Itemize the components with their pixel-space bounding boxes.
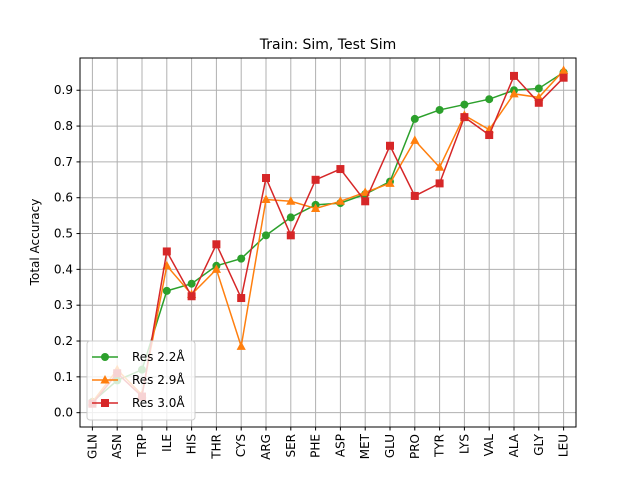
data-point — [286, 196, 296, 205]
y-tick-label: 0.8 — [54, 119, 73, 133]
data-point — [435, 162, 445, 171]
x-tick-label: ASP — [333, 434, 347, 457]
data-point — [460, 113, 469, 122]
x-tick-label: GLU — [383, 434, 397, 458]
data-point — [410, 135, 420, 144]
legend-box — [86, 340, 196, 421]
data-point — [435, 105, 444, 114]
data-point — [237, 254, 246, 263]
y-axis-label: Total Accuracy — [28, 199, 42, 287]
legend: Res 2.2Å Res 2.9Å Res 3.0Å — [86, 340, 196, 421]
x-tick-label: LYS — [457, 434, 471, 454]
data-point — [187, 279, 196, 288]
x-tick-label: SER — [284, 434, 298, 458]
series-line — [91, 74, 565, 405]
data-point — [559, 73, 568, 82]
data-point — [286, 231, 295, 240]
data-point — [460, 100, 469, 109]
x-tick-label: GLY — [532, 433, 546, 455]
data-point — [534, 84, 543, 93]
data-point — [211, 264, 221, 273]
legend-marker — [101, 399, 109, 407]
x-tick-label: ALA — [507, 433, 521, 457]
data-point — [162, 247, 171, 256]
legend-marker — [101, 353, 109, 361]
x-tick-label: ARG — [259, 434, 273, 460]
x-tick-label: CYS — [234, 434, 248, 457]
legend-label: Res 3.0Å — [132, 395, 185, 410]
data-point — [485, 131, 494, 140]
y-tick-label: 0.9 — [54, 83, 73, 97]
legend-label: Res 2.2Å — [132, 349, 185, 364]
chart-title: Train: Sim, Test Sim — [259, 37, 397, 53]
x-tick-label: VAL — [482, 434, 496, 457]
data-point — [386, 141, 394, 150]
data-point — [261, 194, 271, 204]
x-tick-label: PRO — [408, 434, 422, 459]
data-point — [360, 187, 370, 196]
legend-marker — [100, 375, 110, 384]
data-point — [162, 286, 171, 295]
data-point — [410, 114, 419, 123]
x-tick-label: TYR — [433, 434, 447, 458]
data-point — [262, 231, 270, 240]
data-point — [262, 174, 270, 183]
plot-area-frame — [79, 57, 577, 428]
series-line — [91, 70, 565, 403]
series-line — [91, 71, 565, 403]
data-point — [237, 294, 246, 303]
data-point — [187, 292, 196, 301]
data-point — [212, 240, 221, 249]
data-point — [311, 203, 321, 212]
data-point — [559, 65, 569, 75]
data-point — [336, 165, 345, 174]
x-tick-label: GLN — [85, 434, 99, 459]
x-tick-label: THR — [209, 434, 223, 460]
x-tick-label: MET — [358, 433, 372, 459]
data-point — [410, 191, 419, 200]
x-tick-label: ILE — [160, 434, 174, 452]
data-point — [236, 341, 246, 350]
axis-ticks: GLN ASN TRP ILE HIS THR CYS ARG SER PHE ASP MET GLU P… — [54, 83, 571, 460]
y-tick-label: 0.0 — [54, 406, 73, 420]
y-tick-label: 0.4 — [54, 262, 73, 276]
y-tick-label: 0.1 — [54, 370, 73, 384]
data-point — [485, 95, 494, 104]
y-tick-label: 0.3 — [54, 298, 73, 312]
y-tick-label: 0.2 — [54, 334, 73, 348]
x-tick-label: TRP — [135, 434, 149, 458]
y-tick-label: 0.6 — [54, 191, 73, 205]
x-tick-label: HIS — [185, 434, 199, 454]
y-tick-label: 0.7 — [54, 155, 73, 169]
data-point — [286, 213, 295, 222]
data-point — [335, 196, 345, 205]
x-tick-label: PHE — [309, 434, 323, 458]
x-tick-label: ASN — [110, 434, 124, 459]
data-point — [509, 88, 519, 98]
data-point — [385, 178, 395, 187]
data-point — [361, 197, 370, 206]
data-point — [311, 175, 320, 184]
grid — [80, 58, 576, 427]
legend-label: Res 2.9Å — [132, 372, 185, 387]
x-tick-label: LEU — [557, 434, 571, 457]
y-tick-label: 0.5 — [54, 227, 73, 241]
data-point — [534, 98, 543, 107]
data-point — [435, 179, 444, 188]
data-point — [510, 71, 518, 80]
